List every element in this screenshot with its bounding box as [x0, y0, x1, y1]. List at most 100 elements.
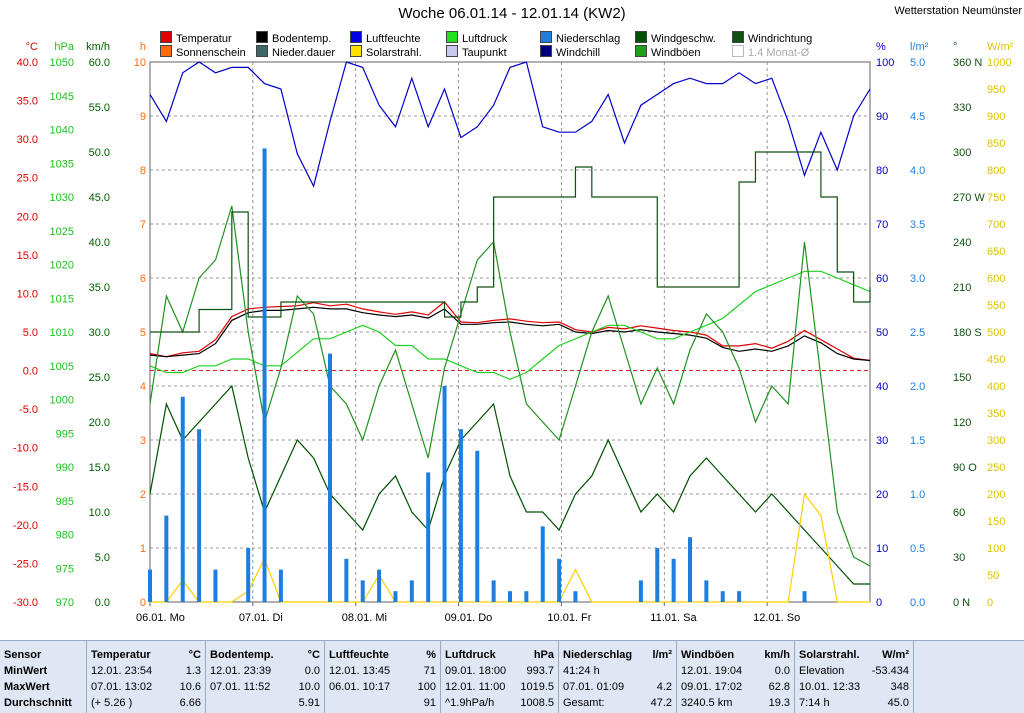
wind-axis-tick-label: 55.0 — [89, 102, 110, 114]
series-line-bodentemp — [149, 306, 871, 362]
stats-min-time: 12.01. 23:54 — [91, 665, 153, 677]
precip-bar — [557, 558, 562, 602]
stats-avg-value: 1008.5 — [520, 697, 554, 709]
hours-axis-tick-label: 10 — [134, 57, 146, 69]
solar-axis-tick-label: 250 — [987, 462, 1005, 474]
stats-unit: km/h — [764, 649, 790, 661]
direction-axis-tick-label: 30 — [953, 552, 965, 564]
legend-item: Sonnenschein — [160, 45, 246, 59]
x-tick-label: 11.01. Sa — [650, 612, 697, 624]
stats-max-value: 4.2 — [656, 681, 672, 693]
precip-bar — [442, 386, 447, 602]
humidity-axis-tick-label: 10 — [876, 543, 888, 555]
series-line-windgeschw — [149, 384, 870, 585]
hours-axis-tick-label: 7 — [140, 219, 146, 231]
solar-axis-tick-label: 100 — [987, 543, 1005, 555]
stats-max-time: 06.01. 10:17 — [329, 681, 391, 693]
solar-axis-tick-label: 950 — [987, 84, 1005, 96]
stats-min-value: 0.0 — [774, 665, 790, 677]
pressure-axis-tick-label: 1015 — [50, 293, 74, 305]
temp-axis-tick-label: -5.0 — [19, 404, 38, 416]
wind-axis-tick-label: 45.0 — [89, 192, 110, 204]
stats-title: Temperatur — [91, 649, 151, 661]
stats-unit: °C — [188, 649, 201, 661]
solar-axis-tick-label: 550 — [987, 300, 1005, 312]
legend-item: Solarstrahl. — [350, 45, 422, 59]
solar-axis-tick-label: 50 — [987, 570, 999, 582]
stats-avg-value: 19.3 — [768, 697, 790, 709]
pressure-axis-tick-label: 1045 — [50, 91, 74, 103]
solar-axis-unit-label: W/m² — [987, 41, 1014, 53]
wind-axis-tick-label: 40.0 — [89, 237, 110, 249]
hours-axis-tick-label: 4 — [140, 381, 146, 393]
statistics-table: Sensor MinWert MaxWert Durchschnitt Temp… — [0, 640, 1024, 713]
precip-bar — [360, 580, 365, 602]
solar-axis-tick-label: 850 — [987, 138, 1005, 150]
wind-axis-tick-label: 30.0 — [89, 327, 110, 339]
wind-axis-tick-label: 10.0 — [89, 507, 110, 519]
legend-item: Windgeschw. — [635, 31, 716, 45]
stats-min-label: MinWert — [4, 665, 48, 677]
legend-item: Windrichtung — [732, 31, 812, 45]
temp-axis-unit-label: °C — [26, 41, 38, 53]
pressure-axis-tick-label: 1050 — [50, 57, 74, 69]
pressure-axis-tick-label: 980 — [56, 530, 74, 542]
solar-axis-tick-label: 600 — [987, 273, 1005, 285]
pressure-axis-tick-label: 985 — [56, 496, 74, 508]
stats-avg-extra: (+ 5.26 ) — [91, 697, 133, 709]
weather-chart: 06.01. Mo 07.01. Di 08.01. Mi 09.01. Do 10.0… — [13, 41, 1014, 624]
direction-axis-tick-label: 60 — [953, 507, 965, 519]
legend-label: 1.4 Monat-Ø — [748, 47, 810, 59]
wind-axis-tick-label: 35.0 — [89, 282, 110, 294]
station-name: Wetterstation Neumünster — [894, 5, 1022, 17]
precip-bar — [704, 580, 709, 602]
legend-item: Temperatur — [160, 31, 232, 45]
stats-humidity: Luftfeuchte% 12.01. 13:45 71 06.01. 10:17… — [325, 641, 441, 713]
solar-axis-tick-label: 650 — [987, 246, 1005, 258]
series-line-windb-en — [149, 205, 871, 567]
precip-bar — [737, 591, 742, 602]
precip-axis-tick-label: 5.0 — [910, 57, 925, 69]
stats-min-value: 1.3 — [185, 665, 201, 677]
humidity-axis-tick-label: 60 — [876, 273, 888, 285]
legend-label: Solarstrahl. — [366, 47, 422, 59]
x-tick-label: 12.01. So — [753, 612, 800, 624]
series-line-luftdruck — [149, 270, 871, 380]
wind-axis-tick-label: 25.0 — [89, 372, 110, 384]
stats-unit: hPa — [533, 649, 554, 661]
series-line-luftfeuchte — [149, 61, 871, 188]
x-tick-label: 09.01. Do — [445, 612, 493, 624]
humidity-axis-tick-label: 30 — [876, 435, 888, 447]
legend-item: Taupunkt — [446, 45, 507, 59]
solar-axis-tick-label: 800 — [987, 165, 1005, 177]
precip-bar — [262, 148, 267, 602]
stats-max-value: 100 — [417, 681, 436, 693]
humidity-axis-unit-label: % — [876, 41, 886, 53]
stats-min-time: 09.01. 18:00 — [445, 665, 507, 677]
stats-avg-extra: 7:14 h — [799, 697, 830, 709]
direction-axis-tick-label: 360 N — [953, 57, 982, 69]
stats-avg-extra: ^1.9hPa/h — [445, 697, 495, 709]
stats-title: Luftfeuchte — [329, 649, 389, 661]
legend-item: Nieder.dauer — [256, 45, 335, 59]
stats-min-time: 12.01. 23:39 — [210, 665, 272, 677]
temp-axis-tick-label: -25.0 — [13, 558, 38, 570]
legend-label: Niederschlag — [556, 33, 621, 45]
wind-axis-tick-label: 50.0 — [89, 147, 110, 159]
pressure-axis-tick-label: 1030 — [50, 192, 74, 204]
stats-min-time: 12.01. 13:45 — [329, 665, 391, 677]
legend-item: Windchill — [540, 45, 600, 59]
stats-unit: % — [426, 649, 436, 661]
pressure-axis-tick-label: 1040 — [50, 125, 74, 137]
legend-label: Windböen — [651, 47, 701, 59]
legend-item: Luftfeuchte — [350, 31, 420, 45]
direction-axis-tick-label: 330 — [953, 102, 971, 114]
stats-precipitation: Niederschlag l/m² 41:24 h 07.01. 01:09 4.2… — [559, 641, 677, 713]
chart-title: Woche 06.01.14 - 12.01.14 (KW2) — [398, 5, 626, 22]
solar-axis-tick-label: 450 — [987, 354, 1005, 366]
humidity-axis-tick-label: 20 — [876, 489, 888, 501]
stats-duration: 41:24 h — [563, 665, 600, 677]
hours-axis-tick-label: 1 — [140, 543, 146, 555]
precip-bar — [508, 591, 512, 602]
legend-label: Sonnenschein — [176, 47, 246, 59]
